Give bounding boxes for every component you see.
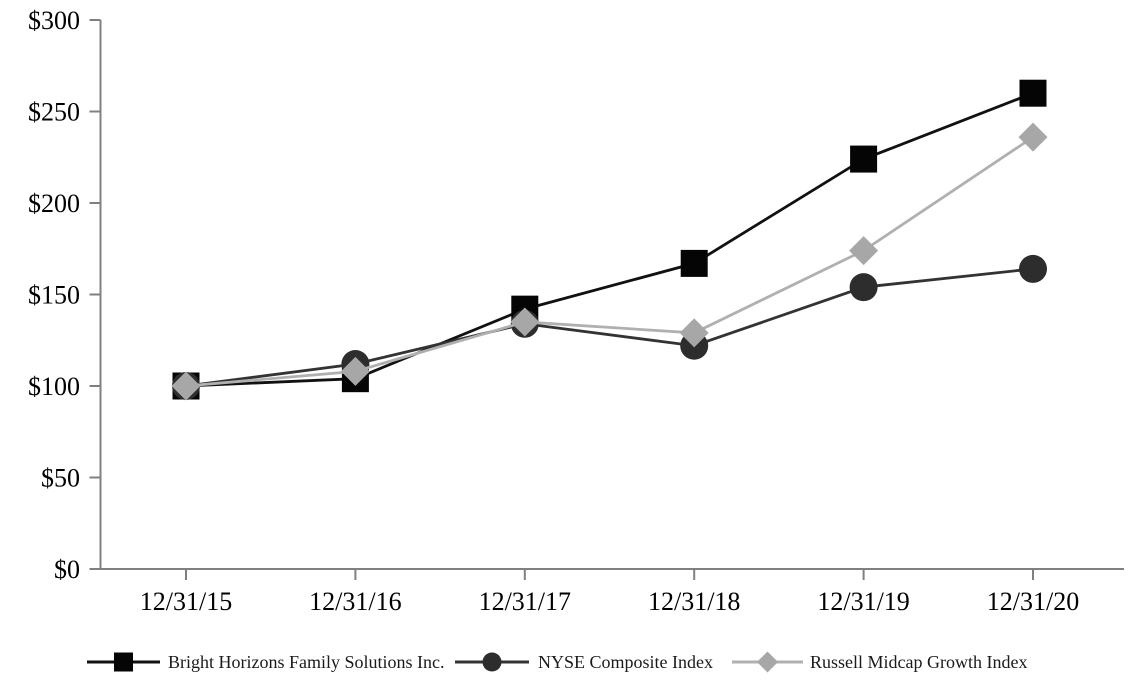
legend-square-marker [114, 652, 133, 672]
x-tick-label: 12/31/19 [817, 587, 909, 616]
series-line-diamond [185, 135, 1034, 388]
y-tick-label: $50 [41, 464, 80, 493]
y-tick-label: $300 [28, 6, 80, 35]
series-2-point-0-diamond-marker [171, 371, 201, 401]
series-line-circle [185, 267, 1034, 388]
series-1-point-4-circle-marker [849, 273, 878, 302]
series-2-point-3-diamond-marker [679, 318, 709, 348]
series-0-point-4-square-marker [850, 145, 878, 173]
series-2-point-4-diamond-marker [849, 236, 879, 266]
x-tick-label: 12/31/18 [648, 587, 740, 616]
x-tick-label: 12/31/16 [309, 587, 401, 616]
x-tick-label: 12/31/15 [140, 587, 232, 616]
series-0-point-3-square-marker [680, 249, 708, 277]
x-tick-label: 12/31/17 [479, 587, 571, 616]
y-tick-label: $250 [28, 98, 80, 127]
legend-diamond-marker [757, 651, 778, 673]
series-2-point-2-diamond-marker [510, 307, 540, 337]
series-2-point-1-diamond-marker [340, 356, 370, 386]
legend-circle-marker [482, 652, 502, 672]
legend-label: Russell Midcap Growth Index [810, 652, 1027, 672]
y-tick-label: $100 [28, 372, 80, 401]
legend-label: NYSE Composite Index [538, 652, 713, 672]
x-tick-label: 12/31/20 [987, 587, 1079, 616]
y-tick-label: $200 [28, 189, 80, 218]
y-tick-label: $0 [54, 555, 80, 584]
series-line-square [185, 91, 1034, 388]
y-tick-label: $150 [28, 281, 80, 310]
series-0-point-5-square-marker [1019, 79, 1047, 107]
series-1-point-5-circle-marker [1019, 254, 1047, 283]
legend-label: Bright Horizons Family Solutions Inc. [168, 652, 445, 672]
series-2-point-5-diamond-marker [1018, 122, 1048, 152]
